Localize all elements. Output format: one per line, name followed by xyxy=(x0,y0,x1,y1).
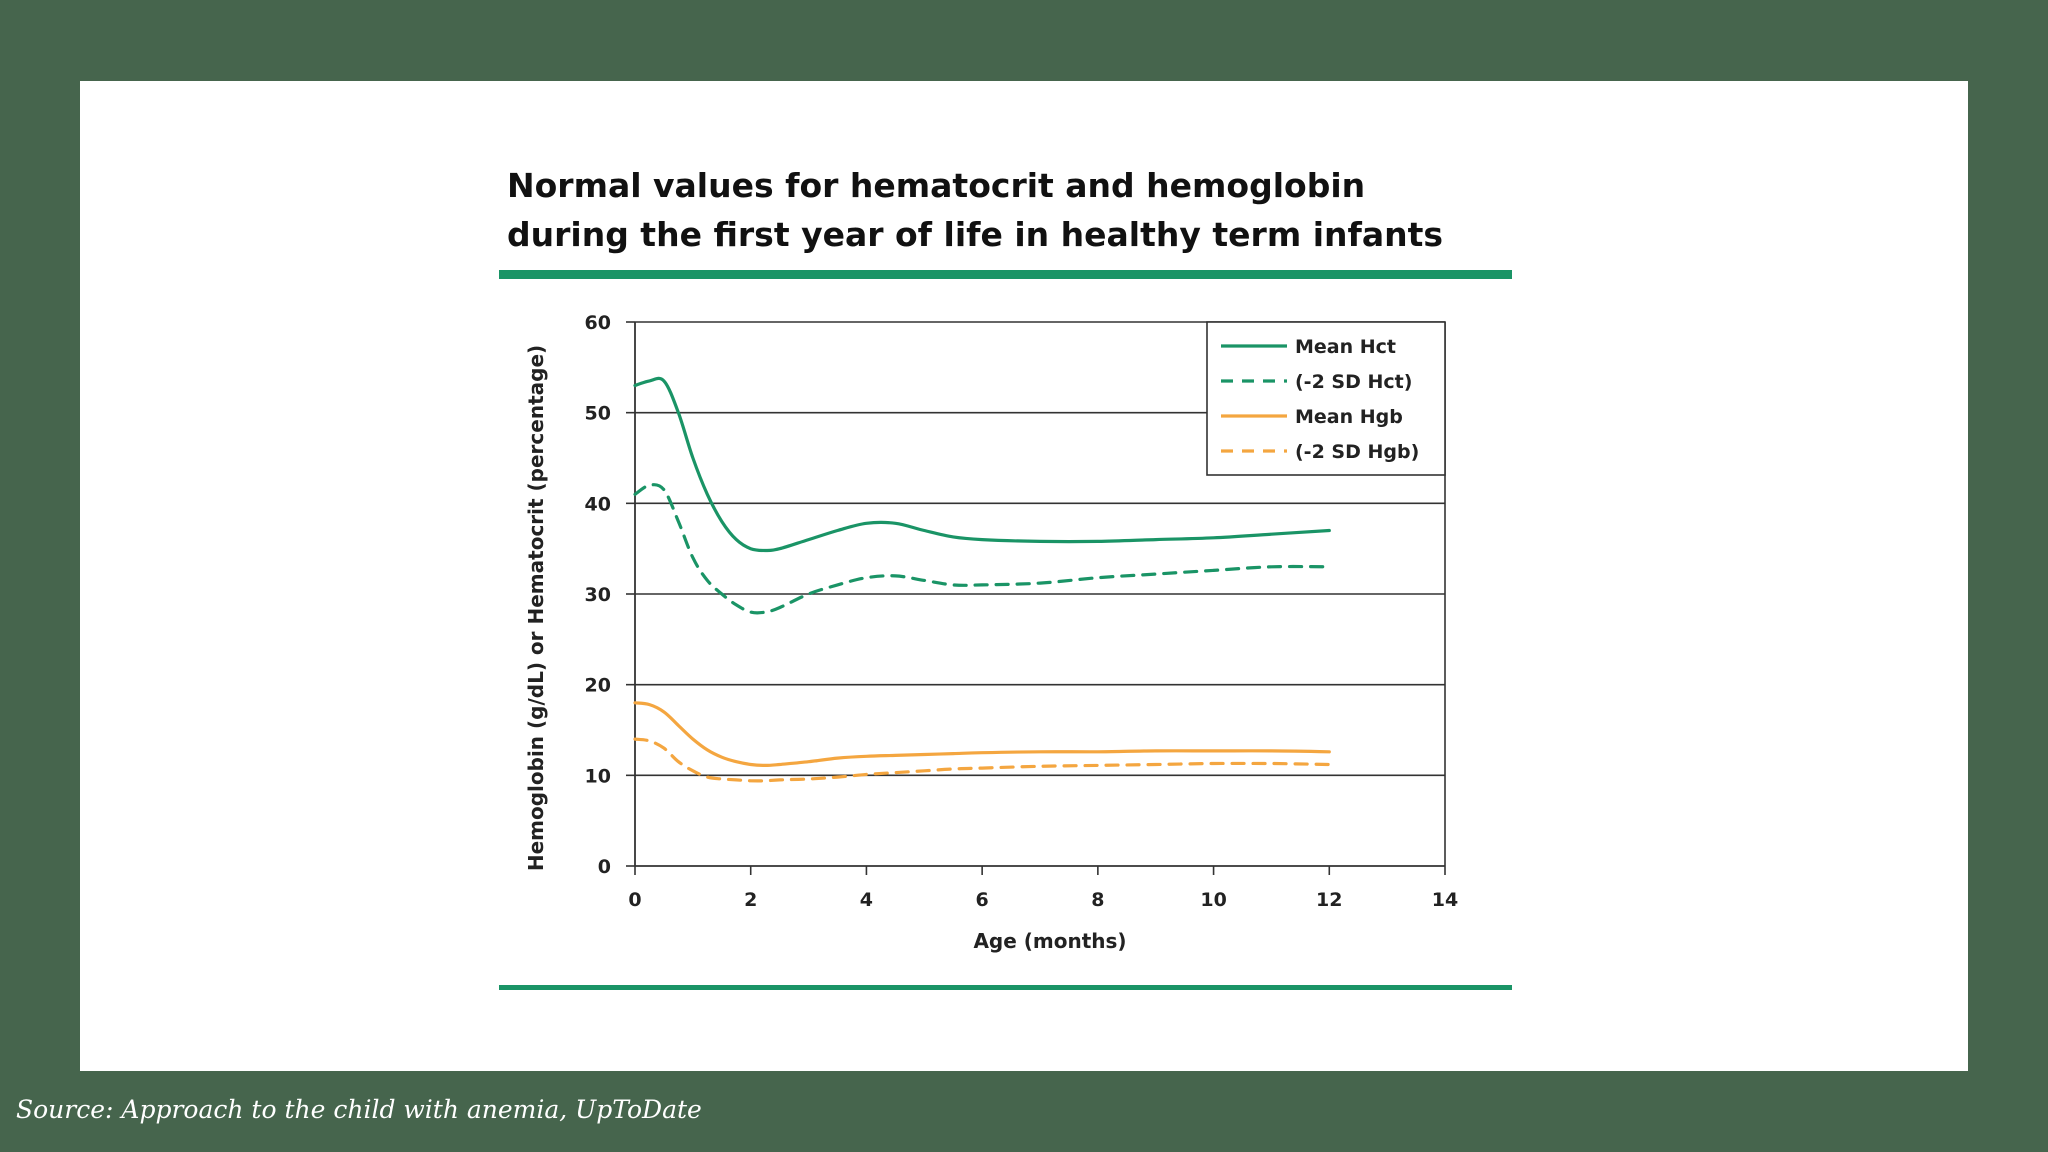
chart-figure: Normal values for hematocrit and hemoglo… xyxy=(499,161,1512,781)
figure-bottom-rule xyxy=(499,985,1512,990)
legend: Mean Hct (-2 SD Hct) Mean Hgb (-2 SD Hgb) xyxy=(1206,321,1446,476)
y-axis-label: Hemoglobin (g/dL) or Hematocrit (percent… xyxy=(524,345,548,871)
x-tick-label: 10 xyxy=(1200,889,1226,911)
slide-panel: Normal values for hematocrit and hemoglo… xyxy=(80,81,1968,1071)
chart-title-line-1: Normal values for hematocrit and hemoglo… xyxy=(507,166,1366,205)
chart-title-line-2: during the first year of life in healthy… xyxy=(507,215,1444,254)
series-line-mean-hct xyxy=(633,376,1331,553)
x-tick-label: 8 xyxy=(1091,889,1104,911)
title-underline xyxy=(499,270,1512,279)
y-tick-label: 20 xyxy=(585,675,611,697)
legend-label: Mean Hct xyxy=(1295,336,1396,358)
legend-label: (-2 SD Hct) xyxy=(1295,371,1412,393)
series-line-2-sd-hgb xyxy=(633,737,1331,783)
x-tick-label: 12 xyxy=(1316,889,1342,911)
y-tick-label: 30 xyxy=(585,584,611,606)
y-tick-label: 40 xyxy=(585,493,611,515)
x-tick-label: 4 xyxy=(860,889,873,911)
x-tick-label: 6 xyxy=(976,889,989,911)
line-chart: 0 10 20 30 40 50 60 0 2 4 6 8 10 12 14 Mean Hct (-2 SD … xyxy=(524,312,1459,953)
source-citation: Source: Approach to the child with anemi… xyxy=(16,1095,702,1124)
axes: 0 10 20 30 40 50 60 0 2 4 6 8 10 12 14 xyxy=(585,312,1459,911)
x-axis-label: Age (months) xyxy=(973,929,1126,953)
y-tick-label: 60 xyxy=(585,312,611,334)
y-tick-label: 10 xyxy=(585,765,611,787)
series-lines xyxy=(633,376,1331,783)
legend-label: Mean Hgb xyxy=(1295,406,1403,428)
y-tick-label: 50 xyxy=(585,403,611,425)
series-line-mean-hgb xyxy=(633,701,1331,768)
series-line-2-sd-hct xyxy=(633,483,1331,615)
y-tick-label: 0 xyxy=(598,856,611,878)
legend-label: (-2 SD Hgb) xyxy=(1295,441,1419,463)
x-tick-label: 0 xyxy=(628,889,641,911)
x-tick-label: 14 xyxy=(1432,889,1458,911)
chart-title: Normal values for hematocrit and hemoglo… xyxy=(507,161,1507,259)
x-tick-label: 2 xyxy=(744,889,757,911)
